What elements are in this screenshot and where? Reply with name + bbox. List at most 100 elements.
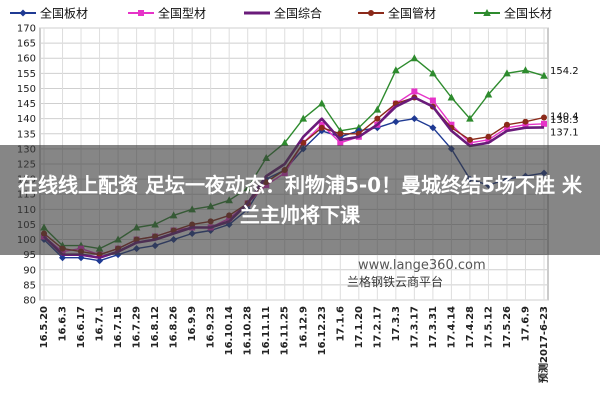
series-marker — [522, 118, 529, 125]
series-marker — [429, 124, 437, 132]
series-marker — [318, 121, 325, 128]
series-marker — [522, 121, 529, 128]
series-marker — [541, 114, 547, 121]
end-value-label: 140.4 — [550, 111, 579, 122]
series-marker — [355, 123, 363, 131]
axis-labels: 8085909510010511011512012513013514014515… — [17, 24, 579, 384]
series-marker — [337, 139, 344, 146]
legend-label: 全国管材 — [388, 6, 436, 21]
y-tick-label: 140 — [17, 114, 36, 125]
x-tick-label: 16.11.11 — [261, 306, 272, 355]
series-marker — [485, 136, 492, 143]
end-value-label: 137.1 — [550, 127, 579, 138]
watermark-platform: 兰格钢铁云商平台 — [347, 274, 443, 289]
x-tick-label: 16.12.23 — [317, 306, 328, 355]
series-marker — [410, 115, 418, 123]
legend-item-pipe: 全国管材 — [358, 6, 436, 21]
series-marker — [411, 88, 418, 95]
legend-item-plate: 全国板材 — [10, 6, 88, 21]
series-marker — [299, 114, 308, 122]
y-tick-label: 150 — [17, 84, 36, 95]
x-tick-label: 17.5.12 — [483, 306, 494, 348]
series-marker — [280, 138, 289, 146]
end-value-label: 154.2 — [550, 66, 579, 77]
series-marker — [466, 136, 473, 143]
end-value-label: 138.3 — [550, 115, 579, 126]
series-marker — [96, 257, 104, 265]
series-marker — [317, 99, 326, 107]
legend-label: 全国型材 — [158, 6, 206, 21]
x-tick-label: 16.10.14 — [224, 306, 235, 355]
x-tick-label: 17.2.17 — [372, 306, 383, 348]
x-tick-label: 17.3.31 — [428, 306, 439, 348]
legend-label: 全国长材 — [504, 6, 552, 21]
x-tick-label: 17.6.9 — [520, 306, 531, 341]
y-tick-label: 160 — [17, 54, 36, 65]
x-tick-label: 16.7.15 — [113, 306, 124, 348]
series-marker — [392, 66, 400, 74]
series-marker — [521, 66, 530, 74]
y-tick-label: 90 — [23, 265, 36, 276]
series-marker — [77, 254, 85, 262]
series-marker — [410, 54, 419, 62]
series-marker — [540, 71, 548, 79]
x-tick-label: 16.7.1 — [95, 306, 106, 341]
series-marker — [503, 69, 511, 77]
series-marker — [503, 124, 510, 131]
x-tick-label: 16.8.12 — [150, 306, 161, 348]
watermark-url: www.lange360.com — [358, 258, 486, 273]
x-tick-label: 17.5.26 — [502, 306, 513, 348]
y-tick-label: 80 — [23, 296, 36, 307]
y-tick-label: 145 — [17, 99, 36, 110]
legend-item-composite: 全国综合 — [244, 6, 322, 21]
x-tick-label: 17.4.14 — [446, 306, 457, 348]
x-tick-label: 16.9.9 — [187, 306, 198, 341]
legend-label: 全国综合 — [274, 6, 322, 21]
legend-item-long: 全国长材 — [474, 6, 552, 21]
series-marker — [541, 120, 547, 127]
x-tick-label: 17.4.28 — [465, 306, 476, 348]
series-marker — [19, 9, 27, 17]
legend-label: 全国板材 — [40, 6, 88, 21]
x-tick-label: 16.6.3 — [58, 306, 69, 341]
series-marker — [466, 114, 474, 122]
legend: 全国板材 全国型材 全国综合 全国管材 全国长材 — [10, 6, 552, 21]
x-tick-label: 16.11.25 — [280, 306, 291, 355]
x-tick-label: 16.7.29 — [132, 306, 143, 348]
y-tick-label: 165 — [17, 39, 36, 50]
x-tick-label: 16.12.9 — [298, 306, 309, 348]
series-marker — [503, 121, 510, 128]
series-marker — [466, 139, 473, 146]
series-marker — [337, 130, 344, 137]
series-marker — [429, 69, 437, 77]
x-tick-label: 16.10.28 — [243, 306, 254, 355]
headline-banner: 在线线上配资 足坛一夜动态：利物浦5-0！曼城终结5场不胜 米兰主帅将下课 — [0, 145, 600, 255]
series-marker — [138, 10, 144, 16]
series-marker — [429, 97, 436, 104]
y-tick-label: 170 — [17, 24, 36, 35]
headline-title: 在线线上配资 足坛一夜动态：利物浦5-0！曼城终结5场不胜 米兰主帅将下课 — [18, 173, 582, 227]
series-marker — [484, 90, 493, 98]
y-tick-label: 95 — [23, 250, 36, 261]
x-tick-label: 17.3.3 — [391, 306, 402, 341]
legend-item-section: 全国型材 — [128, 6, 206, 21]
series-marker — [483, 9, 491, 16]
x-tick-label: 16.9.23 — [206, 306, 217, 348]
x-tick-label: 预测2017-6-23 — [537, 306, 550, 383]
x-tick-label: 17.1.6 — [335, 306, 346, 341]
x-tick-label: 16.6.17 — [76, 306, 87, 348]
x-tick-label: 16.8.26 — [169, 306, 180, 348]
x-tick-label: 17.3.17 — [409, 306, 420, 348]
y-tick-label: 155 — [17, 69, 36, 80]
series-marker — [368, 10, 374, 16]
series-marker — [318, 124, 325, 131]
series-marker — [448, 121, 455, 128]
x-tick-label: 16.5.20 — [39, 306, 50, 348]
series-marker — [374, 115, 381, 122]
series-marker — [373, 105, 382, 113]
series-marker — [447, 93, 456, 101]
series-marker — [59, 254, 67, 262]
y-tick-label: 85 — [23, 280, 36, 291]
series-marker — [392, 118, 400, 126]
series-marker — [485, 133, 492, 140]
